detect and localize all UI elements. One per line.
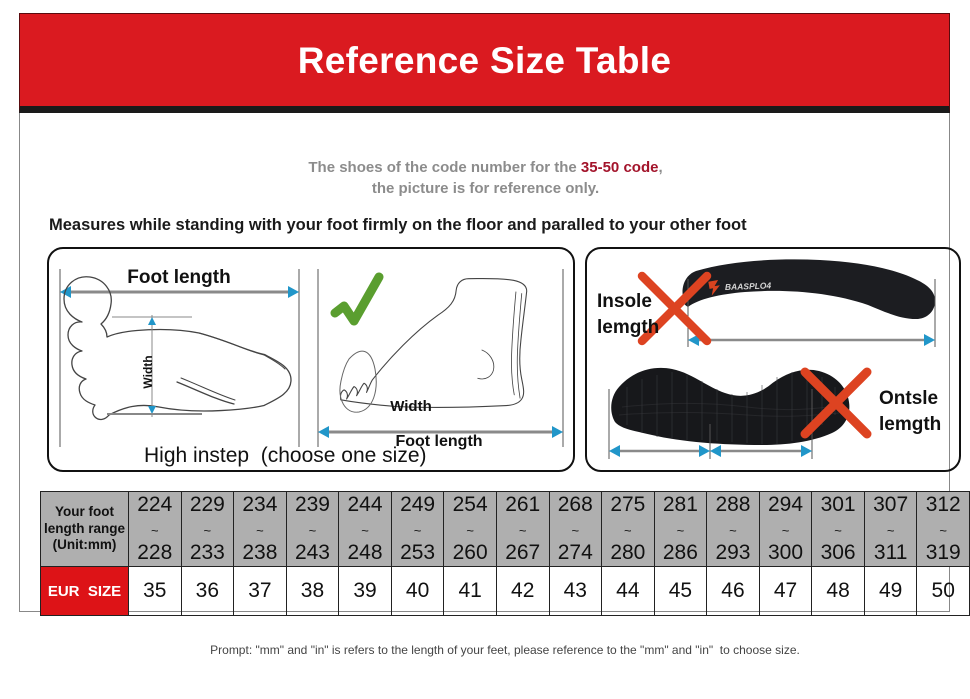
svg-text:lemgth: lemgth (597, 317, 659, 338)
svg-text:Insole: Insole (597, 291, 652, 312)
svg-text:BAASPLO4: BAASPLO4 (725, 280, 772, 292)
svg-text:lemgth: lemgth (879, 414, 941, 435)
svg-text:Foot length: Foot length (127, 267, 230, 288)
svg-text:Ontsle: Ontsle (879, 388, 938, 409)
svg-text:Width: Width (141, 355, 155, 388)
svg-text:Width: Width (390, 398, 432, 415)
